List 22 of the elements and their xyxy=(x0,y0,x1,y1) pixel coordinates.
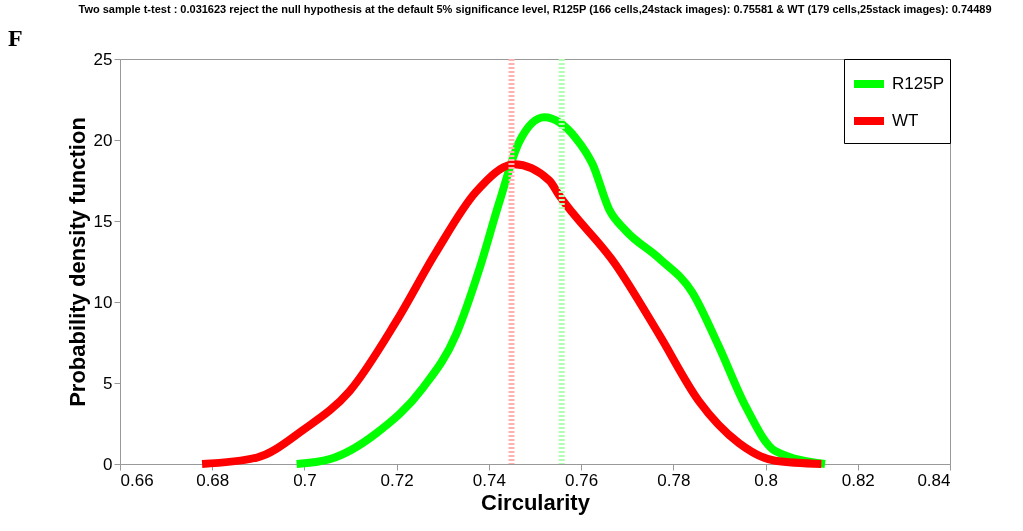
y-tick-label: 10 xyxy=(93,292,113,312)
x-tick-label: 0.72 xyxy=(380,470,414,490)
x-tick-label: 0.82 xyxy=(841,470,875,490)
y-tick-label: 15 xyxy=(93,211,113,231)
y-tick-label: 25 xyxy=(93,49,113,69)
chart-title: Two sample t-test : 0.031623 reject the null hypothesis at the default 5% significance level, R125P (166 cells,24stack images): 0.75581 & WT (179 cells,25stack images): 0.74489 xyxy=(78,3,992,15)
x-tick-label: 0.66 xyxy=(120,470,154,490)
x-tick-label: 0.76 xyxy=(565,470,599,490)
x-tick-label: 0.84 xyxy=(917,470,951,490)
x-tick-label: 0.8 xyxy=(754,470,778,490)
y-tick-label: 0 xyxy=(103,454,113,474)
y-axis-title: Probability density function xyxy=(64,117,90,407)
x-axis-title: Circularity xyxy=(481,489,591,515)
x-tick-label: 0.74 xyxy=(472,470,506,490)
y-tick-label: 5 xyxy=(103,373,113,393)
x-tick-label: 0.7 xyxy=(293,470,317,490)
x-tick-label: 0.68 xyxy=(196,470,230,490)
legend-label: R125P xyxy=(892,74,944,93)
y-tick-label: 20 xyxy=(93,130,113,150)
legend-label: WT xyxy=(892,111,919,130)
x-tick-label: 0.78 xyxy=(657,470,691,490)
text: F xyxy=(8,25,23,51)
